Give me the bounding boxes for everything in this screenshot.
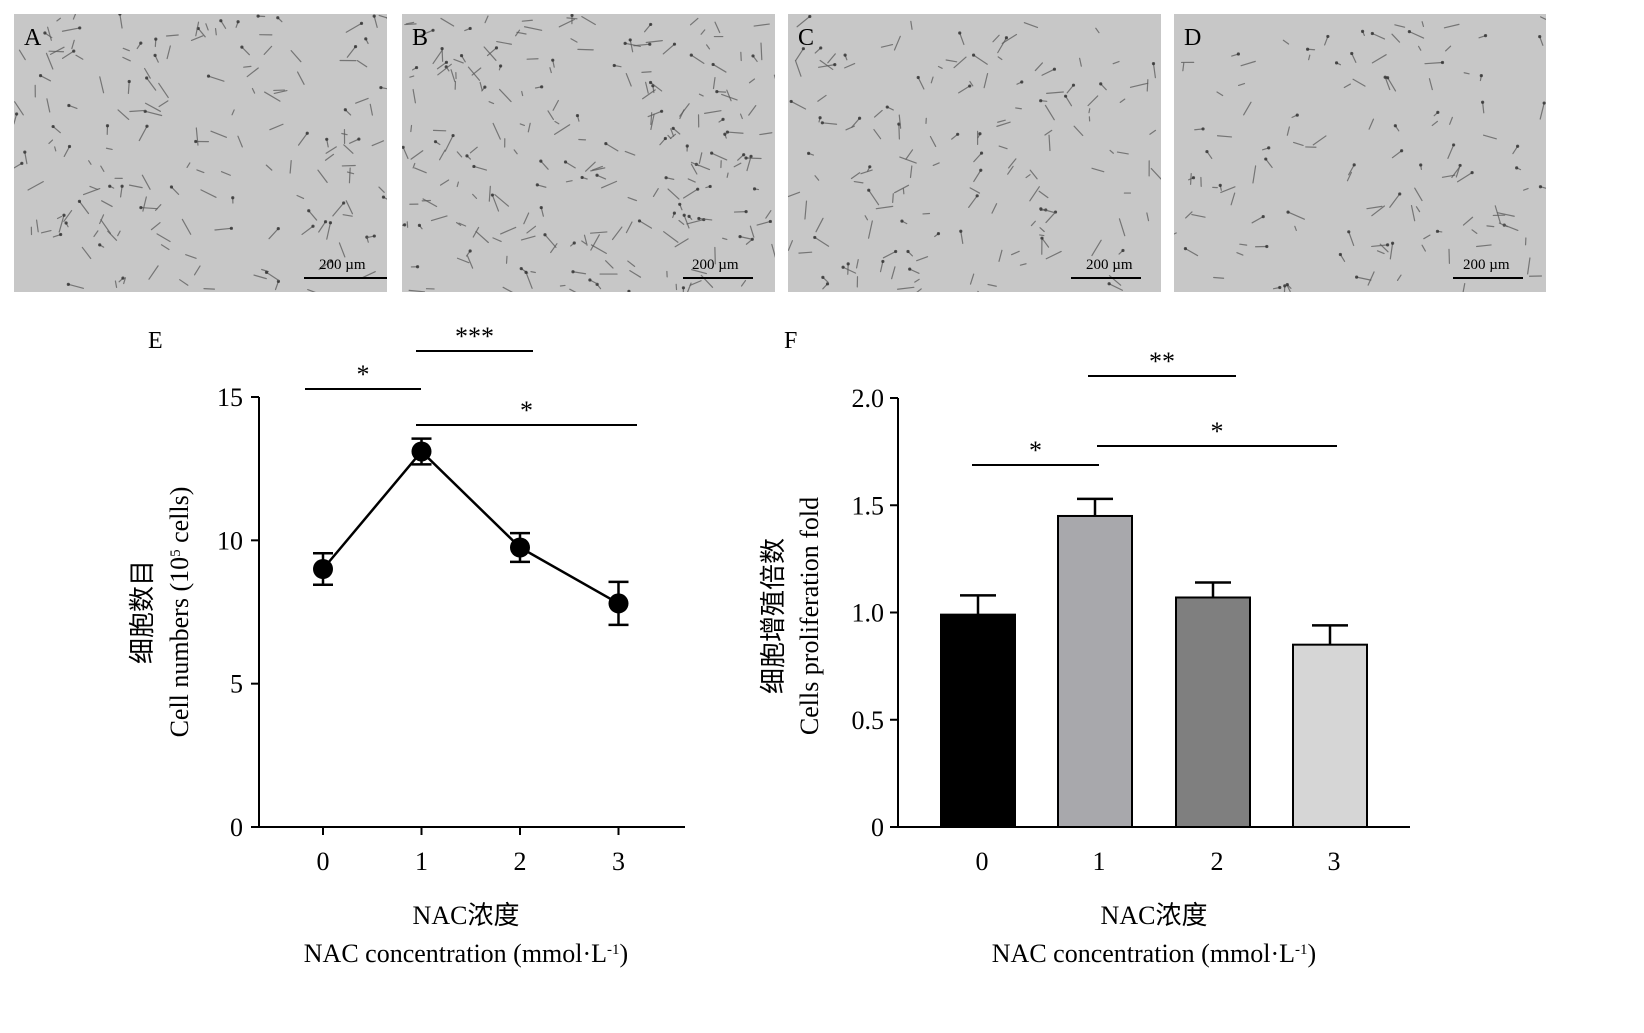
y-tick-label: 2.0: [852, 384, 885, 413]
scale-bar-label: 200 µm: [319, 257, 366, 273]
x-axis-label-cn: NAC浓度: [1101, 901, 1208, 930]
significance-label: *: [520, 396, 533, 425]
micrograph-panel-a: A 200 µm: [14, 14, 387, 292]
cell-texture: [788, 14, 1161, 292]
y-axis-label-cn: 细胞增殖倍数: [759, 538, 788, 694]
significance-label: *: [1029, 436, 1042, 465]
y-tick-label: 10: [217, 526, 243, 555]
micrograph-panel-b: B 200 µm: [402, 14, 775, 292]
y-axis-label-cn: 细胞数目: [128, 560, 157, 664]
y-tick-label: 1.5: [852, 491, 885, 520]
panel-letter: A: [24, 25, 42, 51]
scale-bar: [304, 277, 387, 279]
micrograph-panel-c: C 200 µm: [788, 14, 1161, 292]
scale-bar-label: 200 µm: [692, 257, 739, 273]
y-tick-label: 0: [871, 813, 884, 842]
cell-texture: [402, 14, 775, 292]
panel-letter: D: [1184, 25, 1202, 51]
cell-texture: [14, 14, 387, 292]
x-tick-label: 1: [1093, 847, 1106, 876]
bar: [1057, 514, 1133, 828]
series-line: [322, 449, 620, 605]
scale-bar: [683, 277, 753, 279]
micrograph-panel-d: D 200 µm: [1174, 14, 1546, 292]
significance-label: *: [357, 360, 370, 389]
x-tick-label: 0: [976, 847, 989, 876]
chart-letter-f: F: [784, 328, 798, 354]
x-tick-label: 0: [317, 847, 330, 876]
data-point: [313, 559, 333, 579]
scale-bar: [1453, 277, 1523, 279]
y-tick-label: 0: [230, 813, 243, 842]
y-tick-label: 15: [217, 383, 243, 412]
data-point: [510, 537, 530, 558]
scale-bar-label: 200 µm: [1086, 257, 1133, 273]
data-point: [411, 441, 432, 462]
y-tick-label: 5: [230, 670, 243, 699]
significance-label: *: [1211, 417, 1224, 446]
cell-texture: [1174, 16, 1546, 292]
bar: [1292, 643, 1368, 828]
bar: [1175, 596, 1251, 828]
x-axis-label-en: NAC concentration (mmol·L-1): [304, 939, 628, 968]
scale-bar: [1071, 277, 1141, 279]
x-tick-label: 1: [415, 847, 428, 876]
significance-label: ***: [455, 322, 494, 351]
y-tick-label: 1.0: [852, 599, 885, 628]
scale-bar-label: 200 µm: [1463, 257, 1510, 273]
y-axis-label-en: Cells proliferation fold: [795, 497, 824, 735]
y-axis-label-en: Cell numbers (105 cells): [165, 487, 194, 738]
x-tick-label: 3: [612, 847, 625, 876]
x-tick-label: 3: [1328, 847, 1341, 876]
x-tick-label: 2: [514, 847, 527, 876]
chart-letter-e: E: [148, 328, 163, 354]
bar: [940, 613, 1016, 829]
y-tick-label: 0.5: [852, 706, 885, 735]
data-point: [608, 593, 629, 614]
significance-label: **: [1149, 347, 1175, 376]
x-axis-label-cn: NAC浓度: [413, 901, 520, 930]
panel-letter: B: [412, 25, 429, 51]
x-axis-label-en: NAC concentration (mmol·L-1): [992, 939, 1316, 968]
x-tick-label: 2: [1211, 847, 1224, 876]
panel-letter: C: [798, 25, 815, 51]
